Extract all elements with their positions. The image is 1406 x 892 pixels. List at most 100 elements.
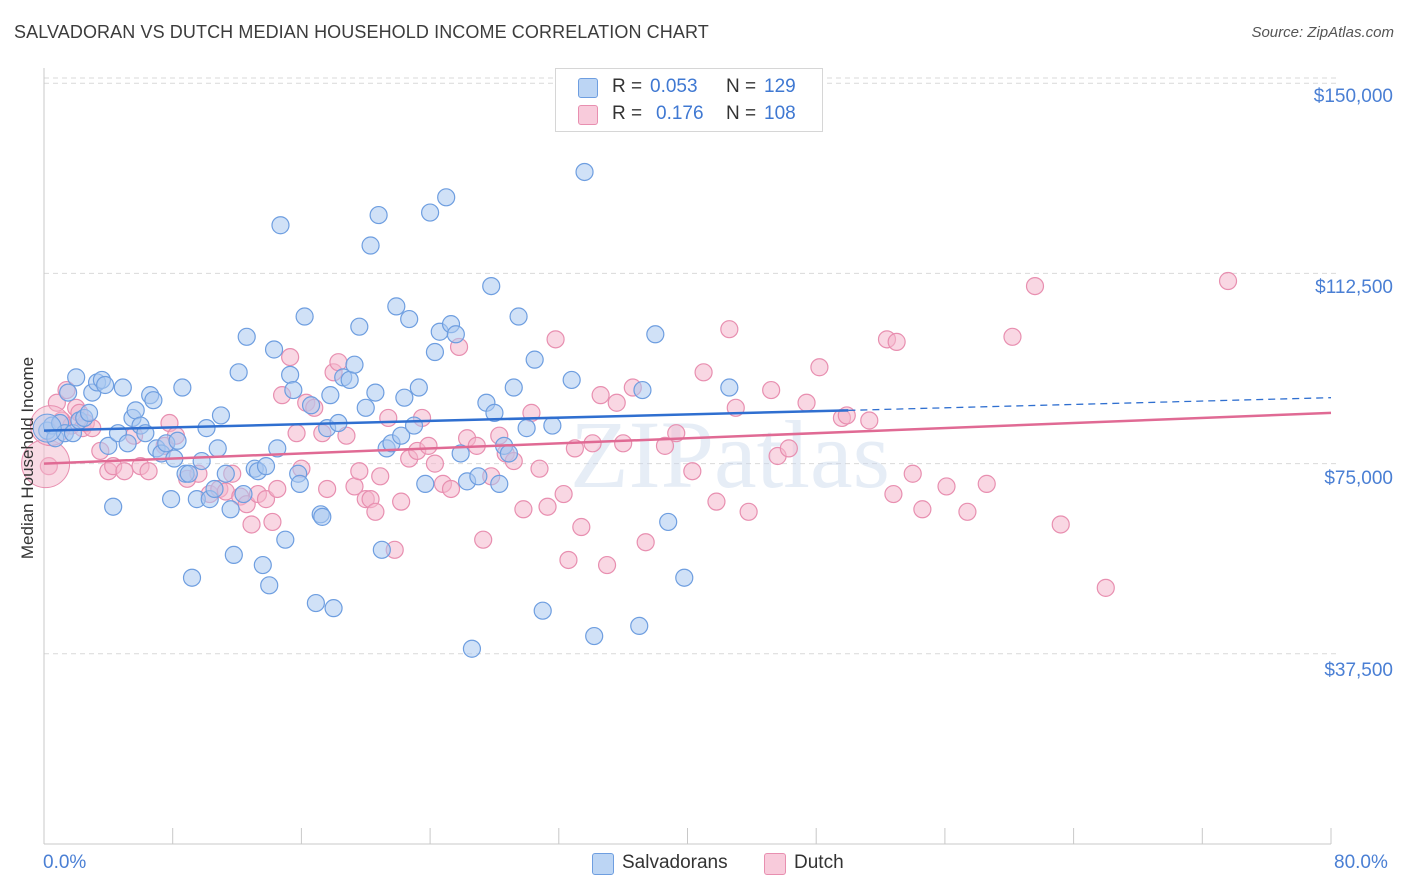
dutch-point [597, 555, 617, 575]
dutch-point [546, 330, 565, 349]
salvadoran-point [469, 467, 488, 486]
r-label: R = [612, 103, 643, 124]
dutch-point [762, 380, 781, 400]
dutch-point [263, 512, 282, 532]
salvadoran-point [253, 555, 272, 575]
salvadoran-point [192, 451, 211, 471]
salvadoran-point [562, 370, 581, 390]
dutch-point [655, 436, 675, 455]
salvadoran-point [533, 601, 552, 620]
salvadoran-point [168, 431, 187, 450]
y-tick-label-37500: $37,500 [1324, 660, 1393, 681]
dutch-point [281, 347, 300, 367]
salvadoran-point [446, 325, 465, 344]
salvadoran-point [99, 436, 118, 455]
dutch-point [797, 393, 816, 412]
salvadoran-point [161, 490, 181, 509]
dutch-point [256, 490, 276, 509]
salvadoran-point [350, 317, 369, 336]
salvadoran-point [366, 383, 385, 402]
dutch-point [350, 462, 369, 481]
salvadoran-point [437, 188, 456, 207]
pink-swatch [578, 105, 598, 125]
dutch-point [1003, 327, 1022, 346]
salvadoran-trend-extension [848, 397, 1332, 412]
dutch-point [371, 467, 390, 486]
salvadoran-point [400, 309, 419, 329]
n-value: 129 [764, 76, 796, 97]
salvadoran-point [646, 325, 665, 344]
dutch-point [392, 492, 411, 511]
salvadoran-point [525, 350, 544, 369]
salvadoran-points [32, 162, 739, 658]
dutch-point [614, 434, 633, 453]
salvadoran-point [79, 403, 99, 422]
n-label: N = [726, 103, 757, 124]
salvadoran-point [301, 396, 321, 415]
dutch-trend-line [43, 411, 1332, 465]
salvadoran-point [197, 419, 216, 438]
legend-label-dutch: Dutch [794, 852, 844, 873]
n-label: N = [726, 76, 757, 97]
legend-swatch-blue [592, 853, 614, 875]
dutch-point [1025, 276, 1045, 296]
r-value: 0.176 [656, 103, 704, 124]
dutch-point [707, 492, 726, 511]
legend-label-salvadorans: Salvadorans [622, 852, 728, 873]
salvadoran-point [361, 236, 380, 255]
salvadoran-point [720, 378, 739, 397]
salvadoran-point [144, 391, 163, 410]
x-max-label: 80.0% [1334, 852, 1388, 873]
y-tick-label-112500: $112,500 [1315, 277, 1393, 298]
dutch-point [425, 454, 445, 473]
dutch-point [514, 500, 533, 519]
trend-lines [43, 397, 1332, 465]
salvadoran-point [173, 378, 192, 397]
dutch-point [559, 550, 578, 570]
salvadoran-point [208, 439, 227, 458]
salvadoran-point [482, 276, 501, 296]
dutch-point [1218, 271, 1238, 291]
salvadoran-point [395, 388, 414, 407]
salvadoran-point [425, 342, 445, 362]
dutch-point [554, 484, 573, 504]
dutch-point [694, 363, 713, 382]
dutch-point [887, 332, 906, 351]
salvadoran-point [575, 162, 594, 182]
salvadoran-point [271, 216, 290, 235]
dutch-point [538, 497, 557, 516]
salvadoran-point-cluster [32, 413, 62, 443]
salvadoran-point [509, 307, 528, 326]
salvadoran-point [404, 416, 424, 435]
salvadoran-point [462, 639, 482, 658]
salvadoran-point [421, 203, 440, 222]
salvadoran-point [356, 398, 375, 417]
salvadoran-point [205, 479, 224, 499]
source-label: Source: ZipAtlas.com [1251, 24, 1394, 41]
salvadoran-point [182, 568, 202, 587]
stats-box: R = 0.053 N = 129 R = 0.176 N = 108 [555, 68, 823, 132]
salvadoran-point [633, 380, 652, 400]
dutch-point [810, 358, 829, 377]
salvadoran-point [630, 616, 649, 636]
dutch-point [441, 479, 461, 499]
dutch-point [474, 530, 493, 549]
blue-swatch [578, 78, 598, 98]
salvadoran-point [284, 380, 303, 400]
salvadoran-point [276, 530, 295, 549]
dutch-point [958, 502, 977, 521]
dutch-point [572, 517, 591, 537]
salvadoran-point [306, 593, 325, 613]
salvadoran-point [369, 205, 388, 225]
y-tick-label-75000: $75,000 [1324, 468, 1393, 489]
salvadoran-point [221, 500, 240, 519]
salvadoran-point [499, 444, 519, 463]
dutch-point [977, 474, 996, 493]
salvadoran-point [543, 416, 562, 435]
dutch-point [565, 439, 584, 458]
salvadoran-point [517, 419, 536, 438]
salvadoran-point [451, 444, 470, 463]
salvadoran-point [585, 626, 604, 646]
dutch-point [683, 462, 702, 481]
